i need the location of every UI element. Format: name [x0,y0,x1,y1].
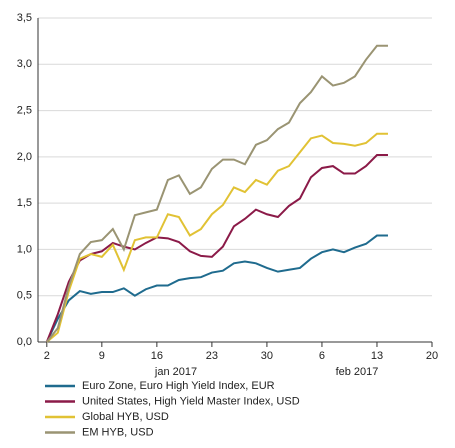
legend-label: Euro Zone, Euro High Yield Index, EUR [82,380,275,392]
y-tick-label: 3,0 [17,58,32,70]
x-tick-label: 30 [261,350,273,362]
series-line [46,132,388,343]
legend-label: Global HYB, USD [82,411,169,423]
series-line [45,234,388,343]
y-tick-label: 1,0 [17,243,32,255]
x-tick-label: 13 [371,350,383,362]
x-tick-label: 6 [319,350,325,362]
series-line [46,44,388,343]
legend-label: United States, High Yield Master Index, … [82,395,300,407]
y-tick-label: 3,5 [17,12,32,24]
legend-label: EM HYB, USD [82,426,154,438]
y-tick-label: 0,5 [17,290,32,302]
y-tick-label: 2,0 [17,151,32,163]
x-tick-label: 16 [151,350,163,362]
x-tick-label: 2 [44,350,50,362]
x-tick-label: 9 [99,350,105,362]
x-tick-label: 20 [426,350,438,362]
y-tick-label: 0,0 [17,336,32,348]
series-line [45,154,388,343]
y-tick-label: 2,5 [17,104,32,116]
month-label: feb 2017 [336,366,379,378]
y-tick-label: 1,5 [17,197,32,209]
month-label: jan 2017 [154,366,197,378]
x-tick-label: 23 [206,350,218,362]
